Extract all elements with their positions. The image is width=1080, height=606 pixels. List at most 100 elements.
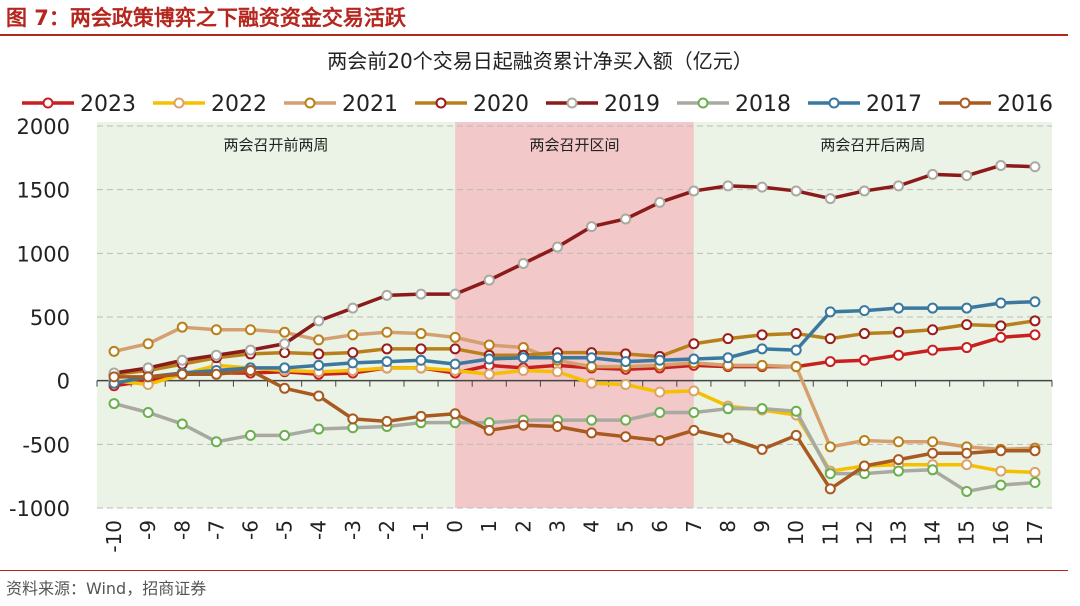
series-line-2019 [113, 163, 1036, 375]
data-point-2018 [108, 398, 120, 410]
data-point-2019 [620, 213, 632, 225]
data-point-2020 [893, 326, 905, 338]
data-point-2019 [893, 180, 905, 192]
data-point-2022 [620, 378, 632, 390]
data-point-2022 [654, 386, 666, 398]
data-point-2019 [415, 288, 427, 300]
x-tick-label: 4 [580, 520, 604, 533]
region-label: 两会召开区间 [529, 136, 619, 154]
x-tick-label: 3 [545, 520, 569, 533]
data-point-2016 [620, 431, 632, 443]
series-line-2017 [113, 299, 1036, 385]
region-band [97, 122, 456, 508]
data-point-2017 [517, 352, 529, 364]
data-point-2020 [1029, 315, 1041, 327]
data-point-2019 [381, 289, 393, 301]
data-point-2019 [654, 196, 666, 208]
region-label: 两会召开前两周 [224, 136, 329, 154]
x-tick-label: 9 [750, 520, 774, 533]
data-point-2022 [995, 465, 1007, 477]
legend-marker [697, 97, 709, 109]
data-point-2019 [858, 185, 870, 197]
y-tick-label: 500 [30, 306, 70, 330]
y-tick-label: 1500 [17, 179, 70, 203]
data-point-2017 [654, 354, 666, 366]
data-point-2021 [483, 339, 495, 351]
data-point-2017 [961, 302, 973, 314]
data-point-2018 [722, 403, 734, 415]
data-point-2022 [1029, 466, 1041, 478]
data-point-2017 [586, 352, 598, 364]
bottom-divider [0, 570, 1068, 571]
x-tick-label: 11 [818, 520, 842, 545]
data-point-2019 [244, 344, 256, 356]
data-point-2019 [995, 159, 1007, 171]
x-tick-label: -7 [204, 520, 228, 540]
data-point-2023 [858, 354, 870, 366]
data-point-2023 [824, 356, 836, 368]
data-point-2018 [1029, 477, 1041, 489]
data-point-2021 [893, 436, 905, 448]
data-point-2023 [961, 342, 973, 354]
x-tick-label: -9 [136, 520, 160, 540]
data-point-2020 [449, 343, 461, 355]
data-point-2020 [961, 319, 973, 331]
data-point-2017 [722, 352, 734, 364]
data-point-2016 [210, 368, 222, 380]
data-point-2020 [347, 347, 359, 359]
data-point-2017 [790, 344, 802, 356]
data-point-2016 [551, 421, 563, 433]
title-divider [0, 34, 1068, 36]
series-line-2018 [113, 401, 1036, 494]
data-point-2018 [449, 417, 461, 429]
y-tick-label: 1000 [17, 242, 70, 266]
data-point-2021 [927, 436, 939, 448]
region-label: 两会召开后两周 [820, 136, 925, 154]
data-point-2017 [449, 358, 461, 370]
data-point-2016 [961, 447, 973, 459]
data-point-2023 [893, 349, 905, 361]
data-point-2022 [517, 364, 529, 376]
data-point-2018 [176, 418, 188, 430]
x-tick-label: 14 [921, 520, 945, 545]
data-point-2021 [790, 361, 802, 373]
data-point-2019 [756, 181, 768, 193]
data-point-2017 [688, 353, 700, 365]
data-point-2016 [415, 410, 427, 422]
data-point-2019 [824, 193, 836, 205]
data-point-2016 [517, 419, 529, 431]
figure-title: 图 7：两会政策博弈之下融资资金交易活跃 [6, 6, 406, 30]
data-point-2019 [927, 168, 939, 180]
x-tick-label: -1 [409, 520, 433, 540]
data-point-2019 [722, 180, 734, 192]
data-point-2020 [995, 320, 1007, 332]
data-point-2020 [858, 328, 870, 340]
data-point-2018 [824, 468, 836, 480]
data-point-2019 [347, 302, 359, 314]
data-point-2017 [995, 297, 1007, 309]
data-point-2021 [347, 329, 359, 341]
x-tick-label: 5 [614, 520, 638, 533]
data-point-2016 [381, 415, 393, 427]
data-point-2016 [142, 371, 154, 383]
data-point-2017 [927, 302, 939, 314]
data-point-2019 [176, 354, 188, 366]
data-point-2019 [210, 349, 222, 361]
legend-label: 2021 [342, 92, 398, 117]
data-point-2018 [313, 423, 325, 435]
legend-label: 2018 [735, 92, 791, 117]
data-point-2018 [961, 485, 973, 497]
data-point-2020 [927, 324, 939, 336]
data-point-2021 [586, 361, 598, 373]
data-point-2020 [790, 328, 802, 340]
data-point-2019 [688, 185, 700, 197]
x-tick-label: 6 [648, 520, 672, 533]
data-point-2022 [961, 459, 973, 471]
data-point-2020 [688, 338, 700, 350]
data-point-2021 [858, 435, 870, 447]
data-point-2017 [620, 356, 632, 368]
legend-marker [42, 97, 54, 109]
data-point-2016 [244, 364, 256, 376]
data-point-2017 [824, 306, 836, 318]
data-point-2017 [893, 302, 905, 314]
